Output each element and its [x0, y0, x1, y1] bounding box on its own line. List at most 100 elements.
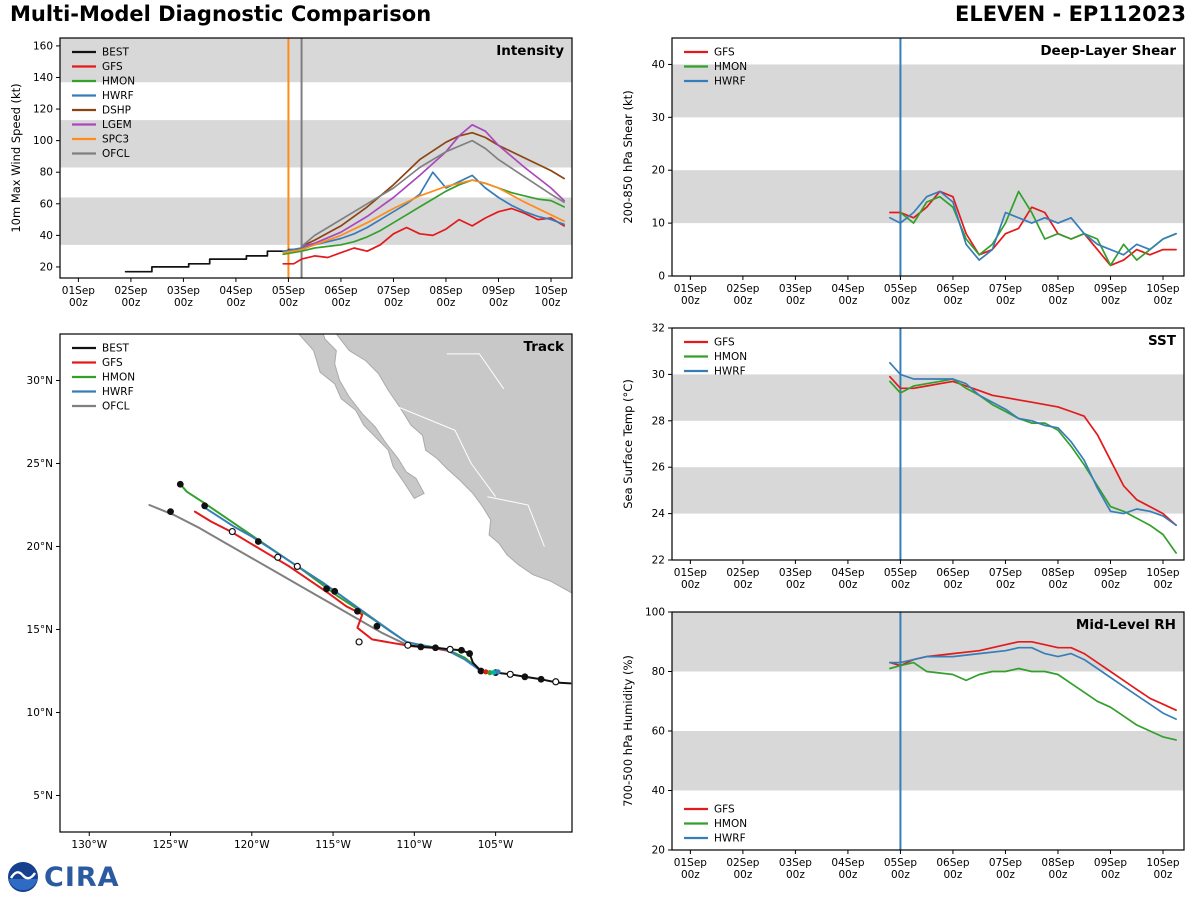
x-tick-label: 10Sep 00z — [534, 285, 567, 309]
series-HWRF — [889, 646, 1177, 720]
x-tick-label: 07Sep 00z — [377, 285, 410, 309]
legend-label: HWRF — [102, 90, 134, 102]
intensity-chart: 20 40 60 80 100 120 140 160 01Sep 00z 02Sep 00z 03Se… — [9, 37, 573, 309]
x-tick-label: 03Sep 00z — [779, 857, 812, 881]
legend-label: HMON — [714, 818, 747, 830]
x-tick-label: 09Sep 00z — [482, 285, 515, 309]
noaa-emblem-icon — [8, 862, 38, 892]
y-tick-label: 22 — [652, 555, 665, 567]
y-tick-label: 28 — [652, 415, 665, 427]
category-band — [60, 120, 572, 168]
track-fix-dot — [466, 650, 473, 657]
deep-layer-shear-chart: 0 10 20 30 40 01Sep 00z 02Sep 00z 03Sep 00z 04Sep 00… — [621, 37, 1185, 307]
x-tick-label: 08Sep 00z — [1041, 857, 1074, 881]
legend-label: HMON — [714, 351, 747, 363]
land-polygon — [298, 334, 425, 499]
x-tick-label: 01Sep 00z — [62, 285, 95, 309]
x-tick-label: 105°W — [478, 839, 514, 851]
state-border — [487, 496, 545, 547]
plot-frame — [671, 37, 1185, 277]
series-HWRF — [889, 190, 1177, 261]
y-tick-label: 0 — [658, 271, 665, 283]
track-00z-dot — [355, 638, 363, 646]
state-border — [446, 353, 505, 390]
x-tick-label: 01Sep 00z — [674, 283, 707, 307]
series-HWRF — [282, 171, 565, 253]
mid-level-rh-chart: 20 40 60 80 100 01Sep 00z 02Sep 00z 03Sep 00z 04Sep… — [621, 607, 1185, 881]
x-tick-label: 02Sep 00z — [114, 285, 147, 309]
y-tick-label: 30 — [652, 112, 665, 124]
x-tick-label: 04Sep 00z — [831, 857, 864, 881]
track-fix-dot — [254, 538, 262, 545]
series-GFS — [889, 190, 1177, 267]
legend-label: OFCL — [102, 401, 130, 413]
x-tick-label: 115°W — [315, 839, 351, 851]
model-position-dot — [495, 669, 501, 675]
x-tick-label: 02Sep 00z — [726, 567, 759, 591]
x-tick-label: 09Sep 00z — [1094, 567, 1127, 591]
y-axis-label: Sea Surface Temp (°C) — [621, 379, 635, 509]
series-GFS — [282, 207, 565, 265]
x-tick-label: 02Sep 00z — [726, 283, 759, 307]
track-fix-dot — [537, 675, 545, 683]
x-tick-label: 125°W — [153, 839, 189, 851]
x-tick-label: 04Sep 00z — [831, 283, 864, 307]
y-tick-label: 20°N — [27, 541, 53, 553]
legend-label: GFS — [714, 804, 735, 816]
series-DSHP — [300, 131, 565, 248]
category-band — [672, 612, 1184, 672]
category-band — [672, 374, 1184, 421]
x-tick-label: 07Sep 00z — [989, 567, 1022, 591]
y-tick-label: 100 — [33, 135, 53, 147]
y-axis-label: 700-500 hPa Humidity (%) — [621, 655, 635, 807]
track-00z-dot — [552, 678, 560, 686]
y-tick-label: 10 — [652, 218, 665, 230]
x-tick-label: 120°W — [234, 839, 270, 851]
series-HMON — [889, 378, 1177, 554]
category-band — [672, 731, 1184, 791]
y-tick-label: 120 — [33, 104, 53, 116]
x-tick-label: 130°W — [71, 839, 107, 851]
legend-label: BEST — [102, 47, 130, 59]
track-fix-dot — [176, 480, 184, 488]
track-map-chart: 5°N 10°N 15°N 20°N 25°N 30°N 130°W 125°W 120°W 11… — [27, 333, 573, 851]
legend-label: BEST — [102, 343, 130, 355]
x-tick-label: 08Sep 00z — [1041, 283, 1074, 307]
x-tick-label: 03Sep 00z — [779, 567, 812, 591]
track-fix-dot — [354, 607, 361, 615]
y-tick-label: 32 — [652, 323, 665, 335]
x-tick-label: 03Sep 00z — [167, 285, 200, 309]
x-tick-label: 06Sep 00z — [936, 283, 969, 307]
legend-label: OFCL — [102, 148, 130, 160]
track-fix-dot — [323, 585, 330, 593]
y-tick-label: 40 — [652, 59, 665, 71]
x-tick-label: 06Sep 00z — [936, 567, 969, 591]
x-tick-label: 04Sep 00z — [831, 567, 864, 591]
series-HWRF — [889, 361, 1177, 527]
track-fix-dot — [331, 587, 339, 595]
x-tick-label: 02Sep 00z — [726, 857, 759, 881]
y-tick-label: 40 — [652, 785, 665, 797]
x-tick-label: 05Sep 00z — [884, 857, 917, 881]
legend-label: HMON — [102, 76, 135, 88]
y-tick-label: 26 — [652, 462, 666, 474]
x-tick-label: 09Sep 00z — [1094, 857, 1127, 881]
x-tick-label: 10Sep 00z — [1146, 857, 1179, 881]
legend-label: HWRF — [714, 366, 746, 378]
x-tick-label: 05Sep 00z — [884, 283, 917, 307]
y-axis-label: 10m Max Wind Speed (kt) — [9, 83, 23, 232]
sst-chart: 22 24 26 28 30 32 01Sep 00z 02Sep 00z 03Sep 00z 04Se… — [621, 323, 1185, 591]
series-OFCL — [300, 139, 565, 248]
state-border — [397, 406, 472, 464]
x-tick-label: 110°W — [396, 839, 432, 851]
panel-title: Mid-Level RH — [1076, 617, 1176, 633]
plot-frame — [59, 37, 573, 279]
x-tick-label: 01Sep 00z — [674, 567, 707, 591]
panel-title: Track — [524, 339, 565, 355]
storm-id-title: ELEVEN - EP112023 — [955, 2, 1186, 26]
track-00z-dot — [506, 670, 514, 678]
track-fix-dot — [417, 643, 425, 651]
y-tick-label: 100 — [645, 607, 665, 619]
plot-frame — [59, 333, 573, 833]
